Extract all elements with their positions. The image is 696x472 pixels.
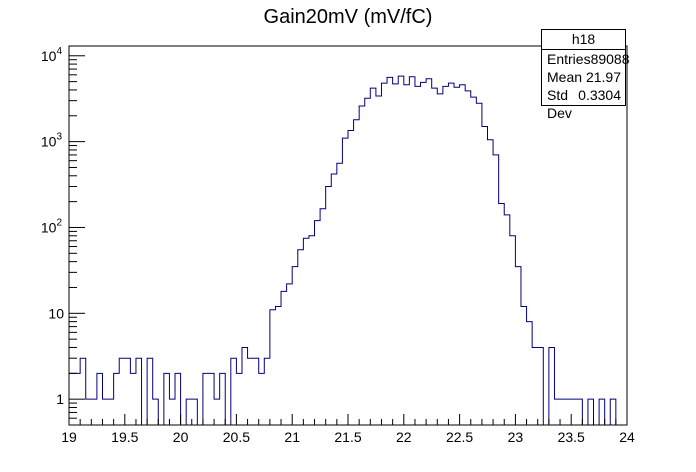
stats-value: 21.97 [585,69,621,85]
stats-value: 89088 [590,51,630,67]
x-tick-label: 19 [61,429,77,445]
x-tick-label: 20 [173,429,189,445]
x-tick-label: 19.5 [111,429,138,445]
stats-label: Std Dev [547,87,572,121]
x-tick-label: 21 [284,429,300,445]
chart-title: Gain20mV (mV/fC) [264,6,433,28]
x-tick-label: 22.5 [446,429,473,445]
x-axis: 19 19.5 20 20.5 21 21.5 22 22.5 23 23.5 24 [61,414,635,445]
y-tick-label: 102 [41,217,63,235]
x-tick-label: 24 [619,429,635,445]
stats-value: 0.3304 [578,87,621,103]
y-tick-label: 10 [48,305,64,321]
y-axis: 1 10 102 103 104 [41,46,85,426]
x-tick-label: 21.5 [334,429,361,445]
stats-row-entries: Entries 89088 [542,50,630,68]
stats-label: Entries [547,51,591,67]
stats-label: Mean [547,69,583,85]
x-tick-label: 23.5 [558,429,585,445]
stats-histogram-name: h18 [542,30,625,50]
stats-row-mean: Mean 21.97 [542,68,625,86]
x-tick-label: 22 [396,429,412,445]
stats-box: h18 Entries 89088 Mean 21.97 Std Dev 0.3… [541,29,630,121]
y-tick-label: 103 [41,132,63,150]
histogram-line [69,75,627,426]
x-tick-label: 20.5 [223,429,250,445]
x-tick-label: 23 [508,429,524,445]
y-tick-label: 104 [41,46,63,64]
y-tick-label: 1 [56,391,64,407]
stats-row-std-dev: Std Dev 0.3304 [542,86,625,121]
